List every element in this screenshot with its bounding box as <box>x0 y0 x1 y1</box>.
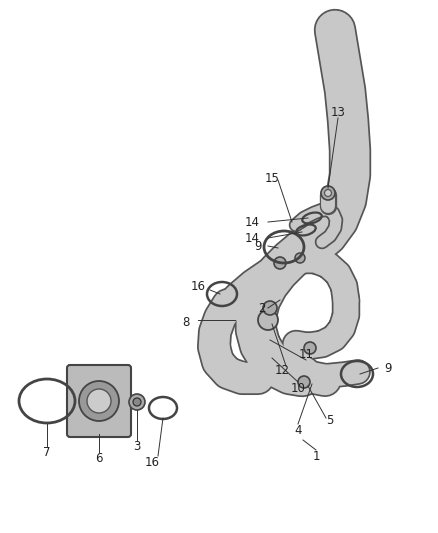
Text: 16: 16 <box>145 456 159 469</box>
Text: 14: 14 <box>244 231 259 245</box>
Circle shape <box>274 257 286 269</box>
Text: 9: 9 <box>254 239 262 253</box>
Text: 11: 11 <box>299 348 314 360</box>
Text: 12: 12 <box>275 364 290 376</box>
Text: 9: 9 <box>384 361 392 375</box>
Text: 5: 5 <box>326 414 334 426</box>
Text: 10: 10 <box>290 382 305 394</box>
Circle shape <box>321 186 335 200</box>
Circle shape <box>325 190 332 197</box>
Circle shape <box>133 398 141 406</box>
Text: 3: 3 <box>133 440 141 453</box>
Circle shape <box>79 381 119 421</box>
Text: 7: 7 <box>43 446 51 458</box>
Circle shape <box>295 253 305 263</box>
Text: 14: 14 <box>244 215 259 229</box>
Circle shape <box>87 389 111 413</box>
Circle shape <box>258 310 278 330</box>
Text: 2: 2 <box>258 302 266 314</box>
Circle shape <box>304 342 316 354</box>
Text: 6: 6 <box>95 451 103 464</box>
FancyBboxPatch shape <box>67 365 131 437</box>
Text: 1: 1 <box>312 449 320 463</box>
Circle shape <box>263 301 277 315</box>
Circle shape <box>129 394 145 410</box>
Text: 4: 4 <box>294 424 302 437</box>
Text: 8: 8 <box>182 316 190 328</box>
Text: 15: 15 <box>265 172 279 184</box>
Text: 13: 13 <box>331 106 346 118</box>
Circle shape <box>298 376 310 388</box>
Text: 16: 16 <box>191 279 205 293</box>
